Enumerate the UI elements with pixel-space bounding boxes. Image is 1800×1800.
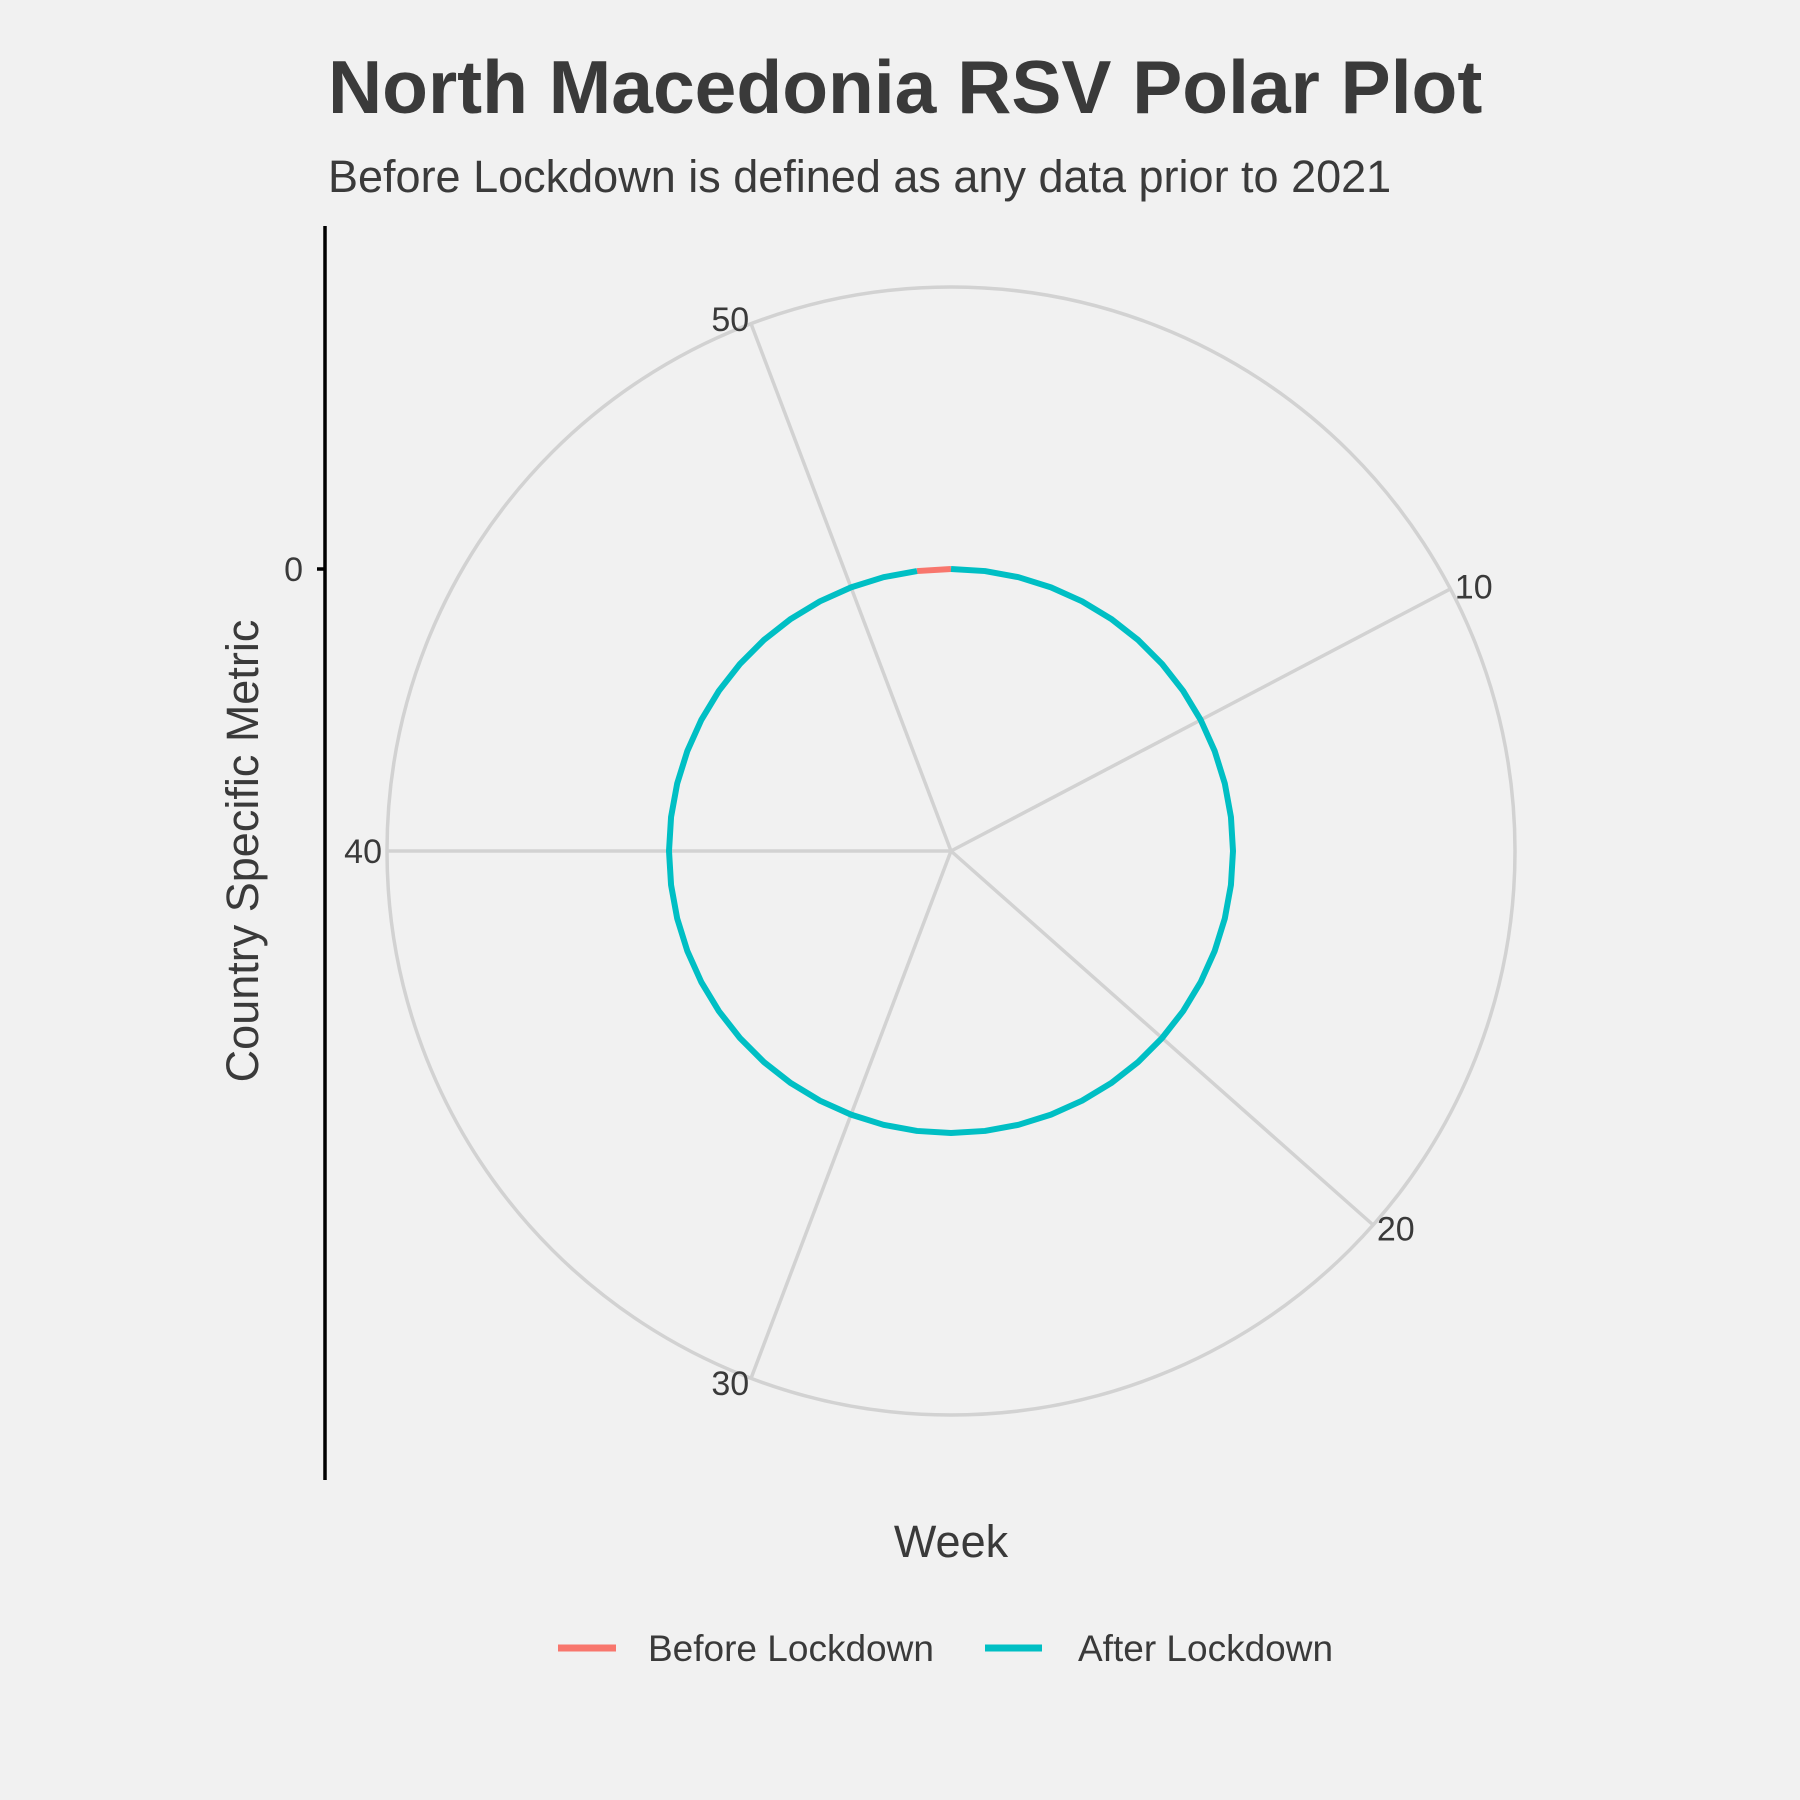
axis-layer: 0 [284, 226, 327, 1480]
x-tick-label-20: 20 [1377, 1210, 1415, 1248]
y-axis-title: Country Specific Metric [217, 620, 268, 1083]
grid-layer: 10 20 30 40 50 [344, 285, 1517, 1417]
legend-label-after-lockdown: After Lockdown [1078, 1628, 1333, 1669]
y-tick-label-0: 0 [284, 551, 303, 589]
chart-subtitle: Before Lockdown is defined as any data p… [328, 151, 1391, 202]
data-layer [666, 566, 1236, 1136]
x-axis-title: Week [894, 1516, 1009, 1567]
legend: Before Lockdown After Lockdown [558, 1628, 1333, 1669]
x-tick-label-10: 10 [1455, 569, 1493, 607]
legend-label-before-lockdown: Before Lockdown [648, 1628, 934, 1669]
x-tick-label-40: 40 [344, 833, 382, 871]
chart-title: North Macedonia RSV Polar Plot [328, 45, 1482, 129]
x-tick-label-30: 30 [711, 1365, 749, 1403]
x-tick-label-50: 50 [711, 301, 749, 339]
series-line-after-lockdown [666, 566, 1236, 1136]
series-line-before-lockdown [916, 566, 952, 575]
